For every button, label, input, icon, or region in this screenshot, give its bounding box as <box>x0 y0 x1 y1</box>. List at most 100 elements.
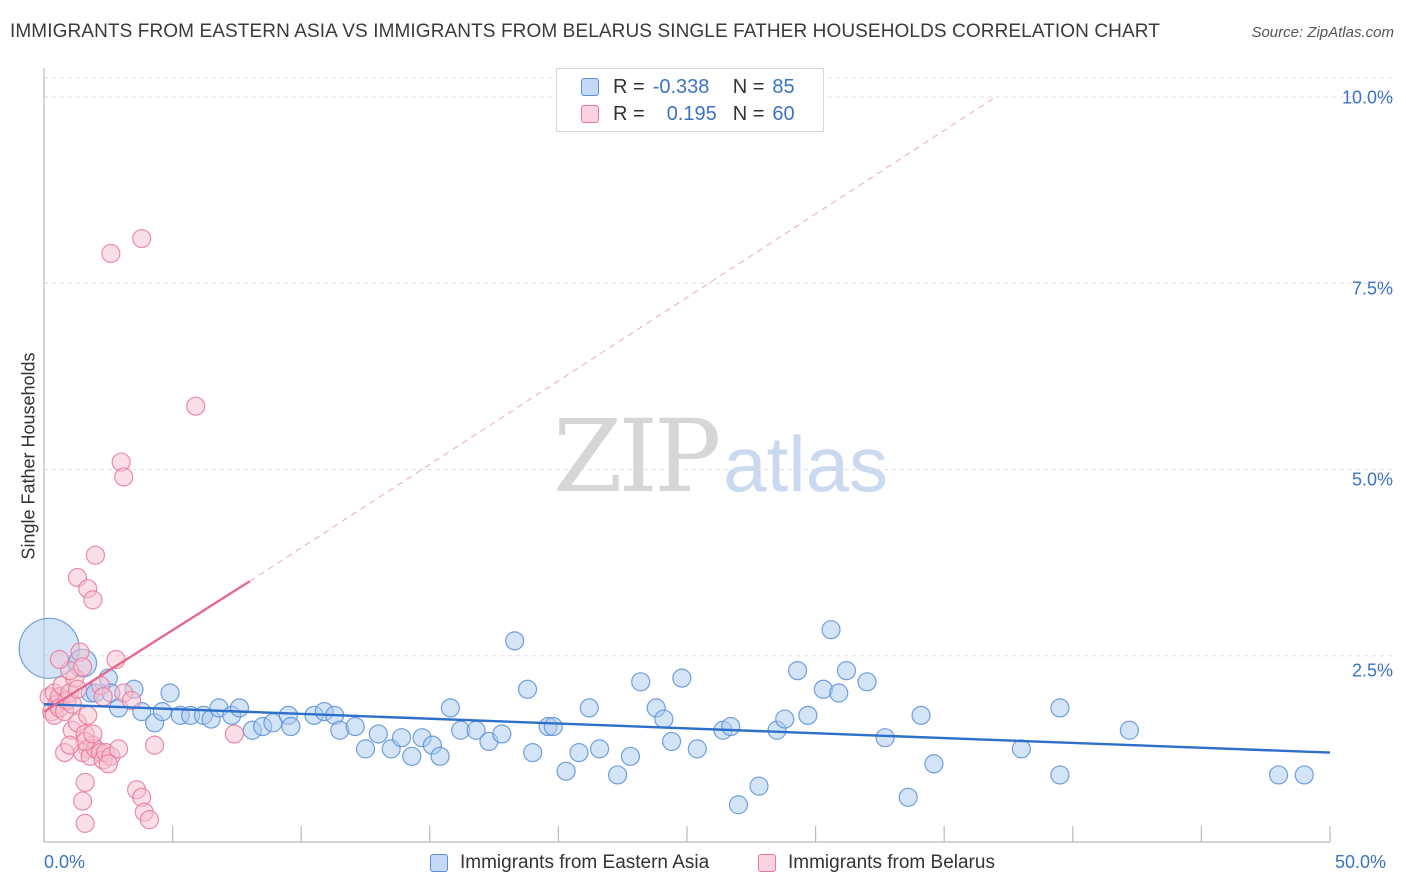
legend-item-belarus[interactable]: Immigrants from Belarus <box>758 852 995 874</box>
x-tick-label-max: 50.0% <box>1335 852 1387 872</box>
data-point-eastern-asia <box>391 728 412 748</box>
data-point-eastern-asia <box>687 739 707 759</box>
watermark-zip: ZIP <box>553 398 721 515</box>
data-point-belarus <box>98 754 118 774</box>
legend-r-value: 0.195 <box>666 102 717 125</box>
data-point-eastern-asia <box>631 672 651 692</box>
x-tick-label-min: 0.0% <box>44 852 86 872</box>
data-point-belarus <box>139 810 160 830</box>
data-point-eastern-asia <box>229 698 250 718</box>
legend-item-eastern-asia[interactable]: Immigrants from Eastern Asia <box>430 852 709 874</box>
data-point-belarus <box>132 228 152 249</box>
data-point-belarus <box>101 243 121 264</box>
data-point-eastern-asia <box>607 765 628 785</box>
data-point-eastern-asia <box>355 739 376 759</box>
data-point-eastern-asia <box>402 746 422 766</box>
data-point-belarus <box>78 705 98 725</box>
data-point-belarus <box>72 791 93 811</box>
watermark-atlas: atlas <box>723 420 889 508</box>
y-tick-label: 2.5% <box>1351 660 1393 681</box>
data-point-eastern-asia <box>160 683 180 703</box>
legend-r-label: R = <box>613 75 645 98</box>
data-point-eastern-asia <box>721 716 741 737</box>
legend-swatch-pink <box>758 854 776 872</box>
y-tick-label: 5.0% <box>1351 469 1393 490</box>
data-point-eastern-asia <box>523 742 543 763</box>
legend-r-value: -0.338 <box>652 75 710 98</box>
data-point-eastern-asia <box>672 668 692 688</box>
data-point-eastern-asia <box>152 702 172 722</box>
trend-line-extension <box>249 96 996 582</box>
data-point-belarus <box>186 396 206 416</box>
data-point-eastern-asia <box>430 746 450 766</box>
data-point-eastern-asia <box>898 787 918 807</box>
series-legend: Immigrants from Eastern Asia Immigrants … <box>0 852 1406 878</box>
data-point-belarus <box>72 657 93 677</box>
data-point-eastern-asia <box>875 728 895 748</box>
data-point-eastern-asia <box>569 742 589 763</box>
data-point-belarus <box>75 813 95 833</box>
data-point-eastern-asia <box>857 672 877 692</box>
data-point-eastern-asia <box>911 705 931 725</box>
data-point-eastern-asia <box>345 716 365 737</box>
legend-swatch-pink <box>581 105 599 123</box>
data-point-eastern-asia <box>798 705 818 725</box>
data-point-belarus <box>83 590 103 610</box>
trend-line-belarus <box>43 580 251 713</box>
data-point-eastern-asia <box>440 698 460 718</box>
legend-swatch-blue <box>581 78 599 96</box>
y-tick-label: 10.0% <box>1341 87 1393 108</box>
data-point-eastern-asia <box>924 754 944 774</box>
legend-n-label: N = <box>732 102 765 125</box>
data-point-eastern-asia <box>1294 765 1314 785</box>
data-point-belarus <box>224 724 244 744</box>
data-point-belarus <box>144 735 165 755</box>
correlation-legend: R = -0.338 N = 85 R = 0.195 N = 60 <box>556 68 824 132</box>
legend-label: Immigrants from Belarus <box>788 852 995 873</box>
legend-swatch-blue <box>430 854 448 872</box>
trend-line-eastern-asia <box>43 702 1331 754</box>
data-point-eastern-asia <box>661 731 682 752</box>
data-point-belarus <box>108 739 129 759</box>
data-point-eastern-asia <box>368 724 388 744</box>
legend-row-eastern-asia: R = -0.338 N = 85 <box>581 74 795 100</box>
watermark: ZIPatlas <box>553 398 888 515</box>
data-point-eastern-asia <box>787 661 808 681</box>
data-point-eastern-asia <box>1050 765 1070 785</box>
data-point-eastern-asia <box>543 716 563 737</box>
data-point-eastern-asia <box>579 698 599 718</box>
data-point-eastern-asia <box>728 795 749 815</box>
data-point-eastern-asia <box>281 716 301 737</box>
data-point-eastern-asia <box>589 739 610 759</box>
legend-n-value: 85 <box>772 75 795 98</box>
data-point-eastern-asia <box>836 661 857 681</box>
data-point-eastern-asia <box>1119 720 1139 740</box>
data-point-eastern-asia <box>620 746 641 766</box>
data-point-belarus <box>75 772 95 793</box>
data-point-belarus <box>60 735 80 755</box>
data-point-eastern-asia <box>775 709 795 729</box>
source-credit: Source: ZipAtlas.com <box>1251 24 1394 41</box>
data-point-eastern-asia <box>821 620 841 640</box>
data-point-eastern-asia <box>829 683 849 703</box>
legend-row-belarus: R = 0.195 N = 60 <box>581 101 795 127</box>
data-point-eastern-asia <box>517 679 538 699</box>
data-point-belarus <box>121 690 142 711</box>
data-point-belarus <box>49 649 70 670</box>
data-point-belarus <box>114 467 134 487</box>
data-point-belarus <box>93 687 113 707</box>
data-point-eastern-asia <box>492 724 512 744</box>
data-point-eastern-asia <box>749 776 769 796</box>
data-point-eastern-asia <box>505 631 525 651</box>
legend-n-value: 60 <box>772 102 795 125</box>
data-point-eastern-asia <box>1268 765 1289 785</box>
data-point-belarus <box>85 545 106 565</box>
chart-title: IMMIGRANTS FROM EASTERN ASIA VS IMMIGRAN… <box>10 21 1160 42</box>
y-tick-label: 7.5% <box>1351 278 1393 299</box>
data-point-belarus <box>83 724 103 744</box>
legend-n-label: N = <box>732 75 765 98</box>
data-point-eastern-asia <box>1011 739 1031 759</box>
data-point-eastern-asia <box>1050 698 1070 718</box>
data-point-eastern-asia <box>556 761 576 781</box>
